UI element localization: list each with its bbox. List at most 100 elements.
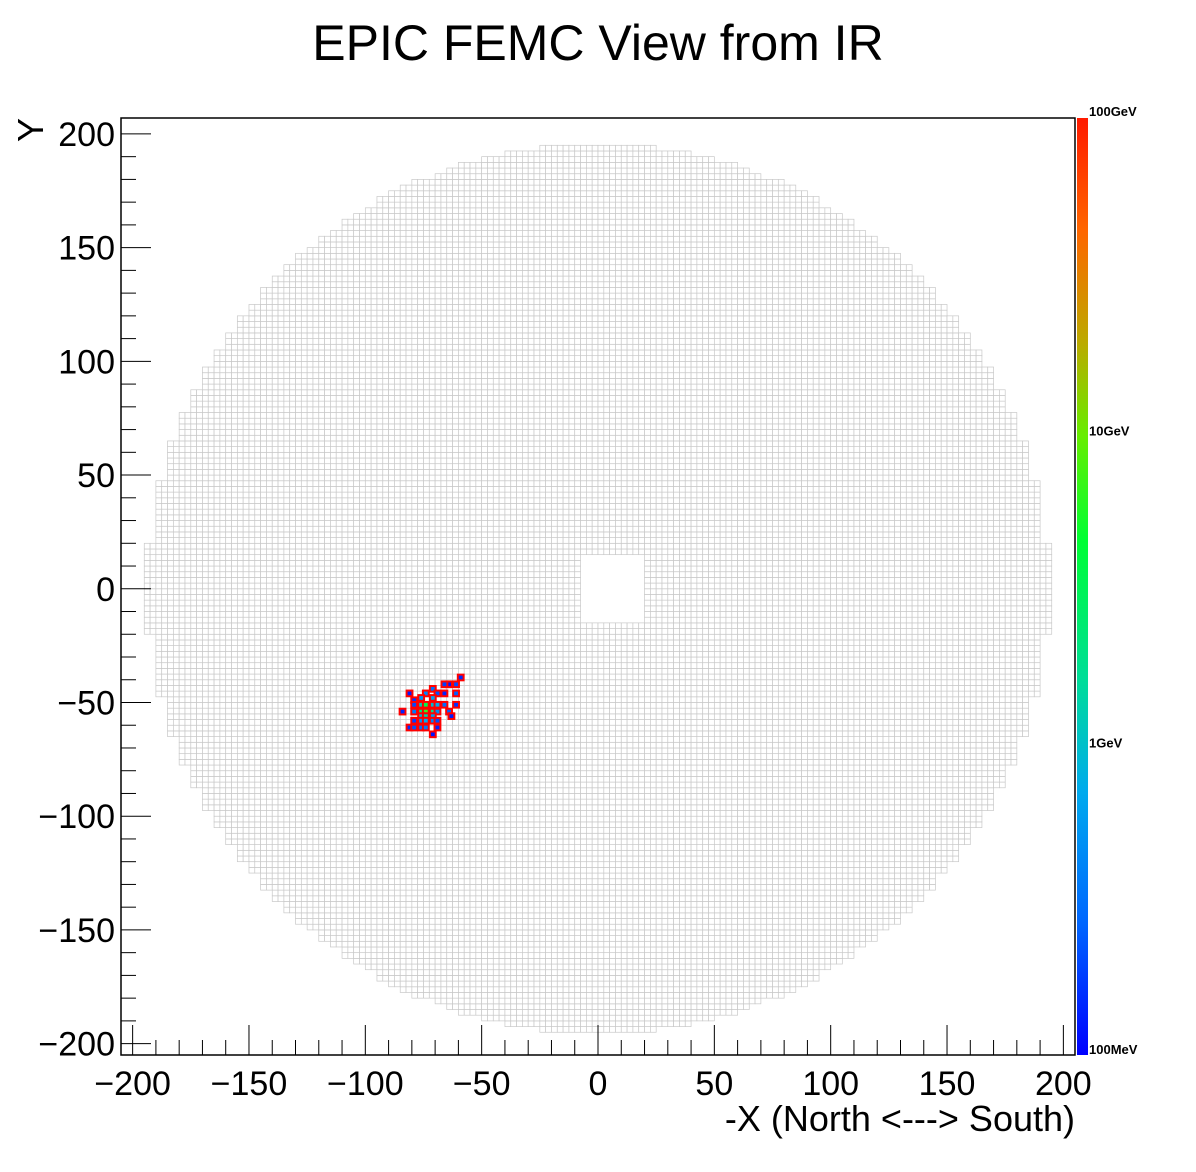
detector-cell	[522, 958, 528, 964]
detector-cell	[464, 1010, 470, 1016]
detector-cell	[400, 964, 406, 970]
detector-cell	[645, 896, 651, 902]
detector-cell	[296, 907, 302, 913]
detector-cell	[423, 913, 429, 919]
detector-cell	[697, 975, 703, 981]
detector-cell	[703, 981, 709, 987]
detector-cell	[383, 936, 389, 942]
detector-cell	[650, 913, 656, 919]
detector-cell	[598, 901, 604, 907]
detector-cell	[604, 919, 610, 925]
detector-cell	[435, 998, 441, 1004]
detector-cell	[691, 890, 697, 896]
detector-cell	[551, 924, 557, 930]
detector-cell	[668, 936, 674, 942]
detector-cell	[691, 901, 697, 907]
detector-cell	[842, 896, 848, 902]
detector-cell	[482, 987, 488, 993]
detector-cell	[685, 901, 691, 907]
detector-cell	[551, 1027, 557, 1033]
detector-cell	[470, 924, 476, 930]
detector-cell	[557, 981, 563, 987]
detector-cell	[441, 896, 447, 902]
detector-cell	[778, 958, 784, 964]
detector-cell	[296, 901, 302, 907]
detector-cell	[726, 992, 732, 998]
detector-cell	[697, 924, 703, 930]
detector-cell	[581, 964, 587, 970]
detector-cell	[761, 947, 767, 953]
detector-cell	[662, 953, 668, 959]
detector-cell	[540, 970, 546, 976]
detector-cell	[499, 930, 505, 936]
detector-cell	[540, 1015, 546, 1021]
detector-cell	[860, 890, 866, 896]
detector-cell	[685, 998, 691, 1004]
detector-cell	[610, 975, 616, 981]
detector-cell	[656, 987, 662, 993]
detector-cell	[394, 890, 400, 896]
detector-cell	[400, 981, 406, 987]
detector-cell	[697, 941, 703, 947]
detector-cell	[761, 975, 767, 981]
detector-cell	[313, 884, 319, 890]
detector-cell	[313, 879, 319, 885]
detector-cell	[383, 924, 389, 930]
detector-cell	[639, 930, 645, 936]
detector-cell	[522, 953, 528, 959]
detector-cell	[877, 913, 883, 919]
detector-cell	[365, 958, 371, 964]
detector-cell	[447, 958, 453, 964]
detector-cell	[522, 987, 528, 993]
detector-cell	[866, 907, 872, 913]
detector-cell	[586, 941, 592, 947]
detector-cell	[726, 924, 732, 930]
detector-cell	[487, 1010, 493, 1016]
detector-cell	[423, 987, 429, 993]
detector-cell	[394, 953, 400, 959]
detector-cell	[511, 1021, 517, 1027]
detector-cell	[505, 1021, 511, 1027]
detector-cell	[615, 992, 621, 998]
detector-cell	[627, 884, 633, 890]
detector-cell	[889, 907, 895, 913]
detector-cell	[743, 890, 749, 896]
detector-cell	[773, 896, 779, 902]
detector-cell	[586, 981, 592, 987]
detector-cell	[453, 936, 459, 942]
detector-cell	[499, 1010, 505, 1016]
detector-cell	[761, 890, 767, 896]
detector-cell	[877, 890, 883, 896]
detector-cell	[557, 964, 563, 970]
detector-cell	[325, 936, 331, 942]
detector-cell	[621, 958, 627, 964]
detector-cell	[749, 919, 755, 925]
detector-cell	[720, 924, 726, 930]
detector-cell	[482, 913, 488, 919]
detector-cell	[662, 913, 668, 919]
detector-cell	[575, 896, 581, 902]
detector-cell	[447, 884, 453, 890]
detector-cell	[470, 1010, 476, 1016]
detector-cell	[854, 936, 860, 942]
detector-cell	[540, 975, 546, 981]
detector-cell	[441, 924, 447, 930]
detector-cell	[796, 901, 802, 907]
detector-cell	[435, 919, 441, 925]
detector-cell	[261, 884, 267, 890]
detector-cell	[662, 1004, 668, 1010]
detector-cell	[755, 953, 761, 959]
detector-cell	[714, 970, 720, 976]
detector-cell	[709, 953, 715, 959]
detector-cell	[837, 907, 843, 913]
detector-cell	[441, 987, 447, 993]
detector-cell	[598, 907, 604, 913]
detector-cell	[831, 896, 837, 902]
detector-cell	[301, 896, 307, 902]
detector-cell	[528, 964, 534, 970]
detector-cell	[761, 907, 767, 913]
detector-cell	[633, 1010, 639, 1016]
detector-cell	[761, 930, 767, 936]
detector-cell	[627, 970, 633, 976]
detector-cell	[842, 924, 848, 930]
